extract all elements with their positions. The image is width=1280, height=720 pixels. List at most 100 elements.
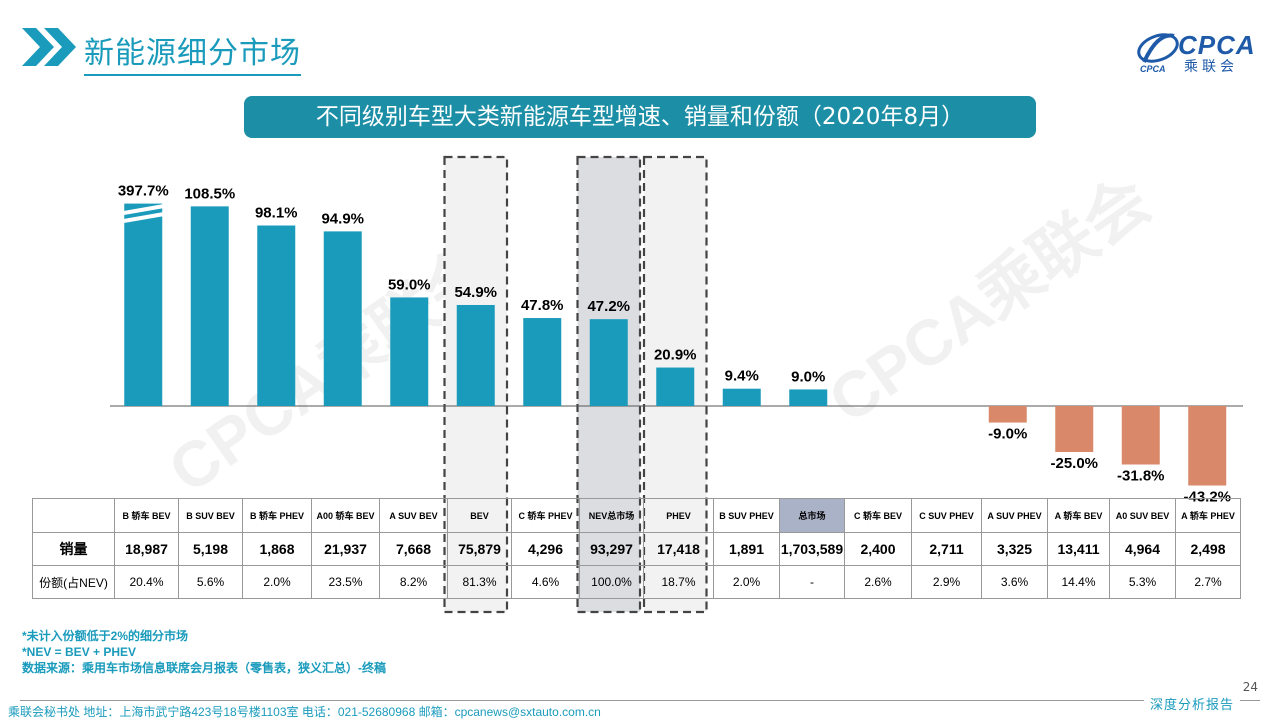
table-cell: 93,297 — [579, 532, 644, 566]
table-header-cell: A SUV PHEV — [981, 498, 1048, 533]
data-label: 47.8% — [521, 297, 564, 314]
axis-break-mark — [119, 203, 167, 216]
table-cell: 2.6% — [844, 565, 912, 599]
table-header-cell: BEV — [447, 498, 512, 533]
table-row-sales: 销量 18,987 5,198 1,868 21,937 7,668 75,879 4,296… — [32, 532, 1241, 566]
table-header-cell: C SUV PHEV — [911, 498, 982, 533]
table-cell: - — [779, 565, 845, 599]
footer-address: 乘联会秘书处 地址：上海市武宁路423号18号楼1103室 电话：021-526… — [8, 705, 601, 719]
table-cell: 17,418 — [643, 532, 714, 566]
table-header-cell: C 轿车 PHEV — [511, 498, 580, 533]
notes: *未计入份额低于2%的细分市场 *NEV = BEV + PHEV 数据来源：乘… — [22, 628, 386, 676]
table-cell: 18,987 — [114, 532, 179, 566]
table-cell: 2,498 — [1175, 532, 1241, 566]
logo-emblem-icon: CPCA — [1137, 33, 1179, 74]
bar — [190, 206, 229, 406]
data-label: 397.7% — [118, 183, 169, 200]
footer-report-label: 深度分析报告 — [1143, 694, 1240, 713]
table-cell: 4,296 — [511, 532, 580, 566]
logo-subtext: 乘联会 — [1184, 59, 1238, 75]
table-header-cell: B 轿车 PHEV — [242, 498, 312, 533]
table-header-cell: A SUV BEV — [379, 498, 448, 533]
table-header-cell: A00 轿车 BEV — [311, 498, 380, 533]
data-label: 98.1% — [255, 204, 298, 221]
table-cell: 18.7% — [643, 565, 714, 599]
table-cell: 100.0% — [579, 565, 644, 599]
footer-divider — [20, 700, 1260, 701]
page-number: 24 — [1242, 680, 1258, 694]
note-line: 数据来源：乘用车市场信息联席会月报表（零售表，狭义汇总）-终稿 — [22, 661, 386, 675]
logo-text: CPCA — [1178, 30, 1256, 60]
bar — [1055, 406, 1094, 452]
bar — [789, 389, 828, 406]
table-header-cell: A0 SUV BEV — [1109, 498, 1176, 533]
bar — [589, 319, 628, 406]
table-header-cell: C 轿车 BEV — [844, 498, 912, 533]
chart-title: 不同级别车型大类新能源车型增速、销量和份额（2020年8月） — [244, 96, 1036, 138]
table-header-cell: B SUV BEV — [178, 498, 243, 533]
table-cell: 81.3% — [447, 565, 512, 599]
table-header-cell: PHEV — [643, 498, 714, 533]
data-label: 108.5% — [184, 185, 235, 202]
table-header-cell: 总市场 — [779, 498, 845, 533]
page-title: 新能源细分市场 — [84, 28, 301, 76]
data-label: 47.2% — [587, 298, 630, 315]
chevron-right-icon — [22, 28, 76, 66]
table-cell: 4,964 — [1109, 532, 1176, 566]
table-cell: 2.0% — [713, 565, 780, 599]
svg-text:CPCA: CPCA — [1140, 64, 1166, 74]
cpca-logo: CPCA CPCA 乘联会 — [1134, 22, 1256, 76]
note-line: *未计入份额低于2%的细分市场 — [22, 629, 189, 643]
table-cell: 23.5% — [311, 565, 380, 599]
table-cell: 7,668 — [379, 532, 448, 566]
table-cell: 1,868 — [242, 532, 312, 566]
table-cell: 2.0% — [242, 565, 312, 599]
table-cell: 1,891 — [713, 532, 780, 566]
table-cell: 3.6% — [981, 565, 1048, 599]
table-cell: 20.4% — [114, 565, 179, 599]
bar — [523, 318, 562, 406]
bar — [988, 406, 1027, 423]
table-cell: 5.3% — [1109, 565, 1176, 599]
watermark: CPCA乘联会 — [815, 163, 1164, 437]
table-header-cell: A 轿车 PHEV — [1175, 498, 1241, 533]
data-table: B 轿车 BEV B SUV BEV B 轿车 PHEV A00 轿车 BEV A SU… — [32, 498, 1241, 599]
note-line: *NEV = BEV + PHEV — [22, 645, 137, 659]
bar — [656, 367, 695, 406]
table-cell: 8.2% — [379, 565, 448, 599]
table-cell: 2,711 — [911, 532, 982, 566]
table-header-cell: NEV总市场 — [579, 498, 644, 533]
table-corner-cell — [32, 498, 115, 533]
table-row-label: 份额(占NEV) — [32, 565, 115, 599]
table-cell: 1,703,589 — [779, 532, 845, 566]
table-row-share: 份额(占NEV) 20.4% 5.6% 2.0% 23.5% 8.2% 81.3% 4.6% 1… — [32, 565, 1241, 599]
bar — [124, 203, 163, 406]
table-cell: 21,937 — [311, 532, 380, 566]
data-label: -31.8% — [1117, 468, 1165, 485]
table-cell: 4.6% — [511, 565, 580, 599]
bar — [1121, 406, 1160, 465]
table-cell: 75,879 — [447, 532, 512, 566]
axis-break-mark — [119, 211, 167, 224]
table-cell: 2.7% — [1175, 565, 1241, 599]
table-cell: 2.9% — [911, 565, 982, 599]
table-header-cell: B SUV PHEV — [713, 498, 780, 533]
data-label: -25.0% — [1050, 455, 1098, 472]
table-cell: 2,400 — [844, 532, 912, 566]
data-label: -9.0% — [988, 426, 1027, 443]
table-cell: 5,198 — [178, 532, 243, 566]
table-cell: 5.6% — [178, 565, 243, 599]
watermark: CPCA乘联会 — [155, 233, 504, 507]
table-cell: 3,325 — [981, 532, 1048, 566]
table-header-cell: A 轿车 BEV — [1047, 498, 1110, 533]
table-row-label: 销量 — [32, 532, 115, 566]
bar — [1188, 406, 1227, 486]
data-label: 9.4% — [725, 368, 759, 385]
data-label: 94.9% — [321, 210, 364, 227]
table-cell: 14.4% — [1047, 565, 1110, 599]
table-cell: 13,411 — [1047, 532, 1110, 566]
data-label: 20.9% — [654, 347, 697, 364]
bar — [722, 388, 761, 406]
table-header-row: B 轿车 BEV B SUV BEV B 轿车 PHEV A00 轿车 BEV A SU… — [32, 498, 1241, 533]
table-header-cell: B 轿车 BEV — [114, 498, 179, 533]
